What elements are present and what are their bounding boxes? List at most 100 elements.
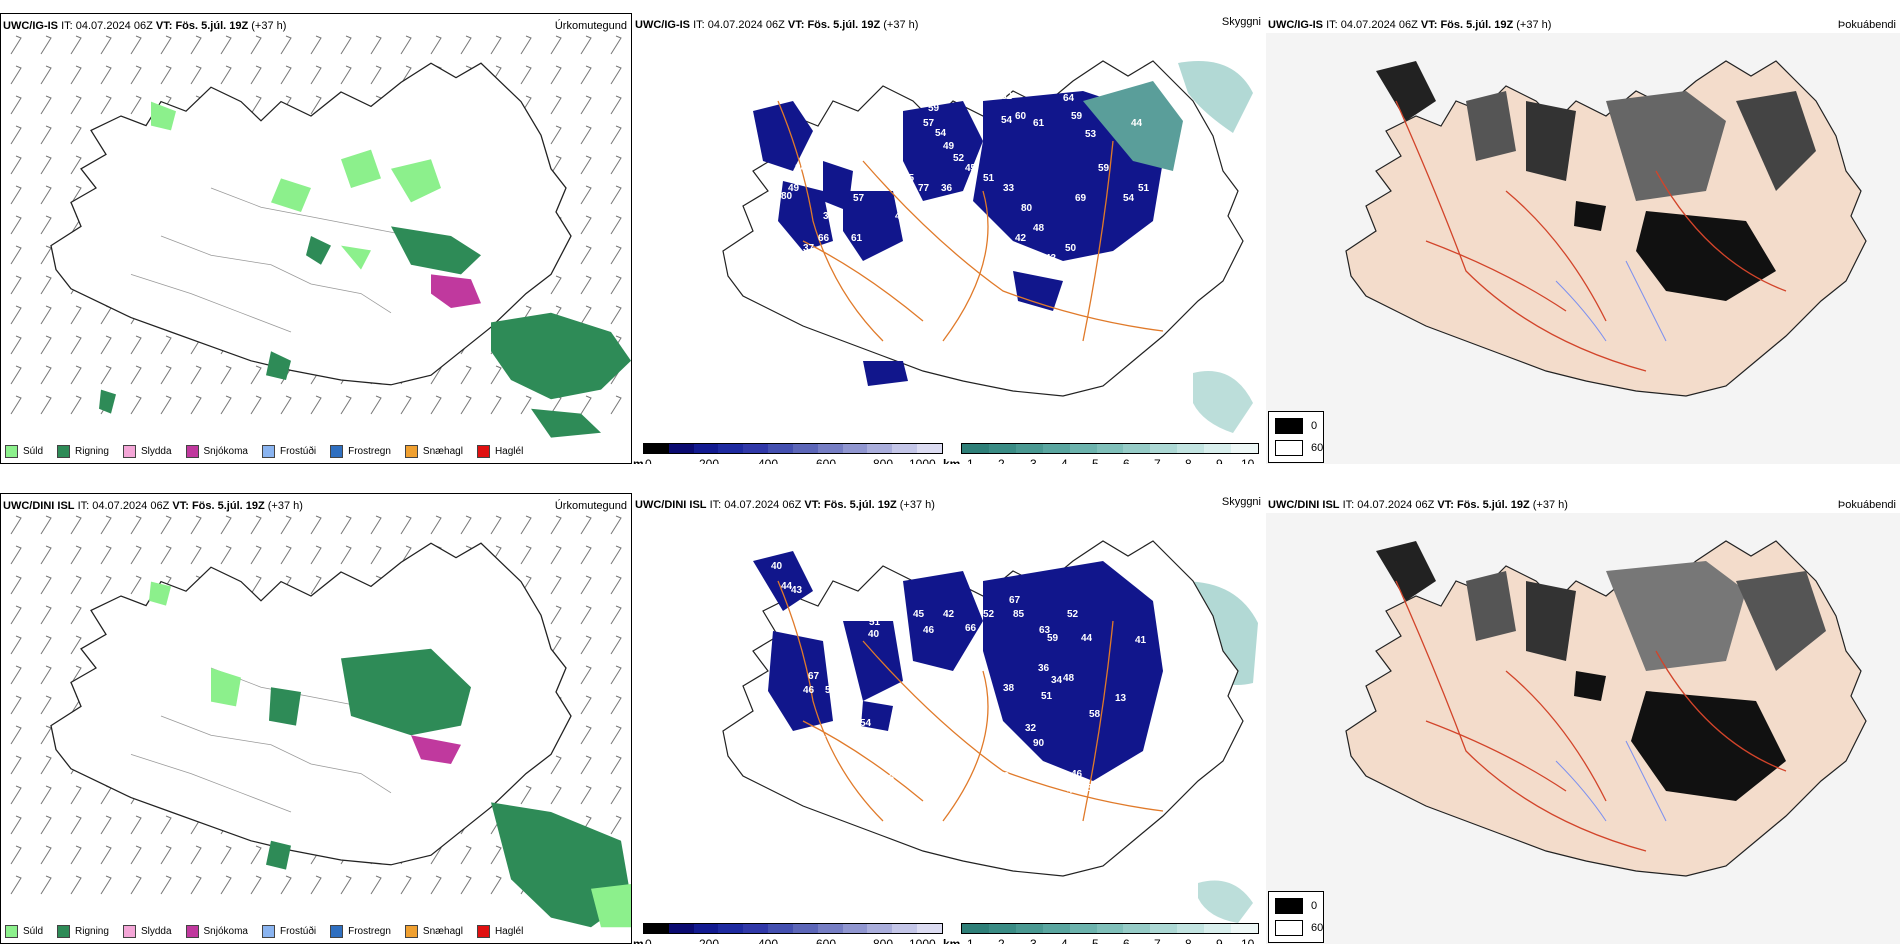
cloud-base-label: 59 — [1098, 163, 1110, 174]
wind-barb — [130, 65, 142, 85]
wind-barb — [610, 155, 622, 175]
panel-type-label: Úrkomutegund — [554, 20, 627, 32]
wind-barb — [160, 875, 172, 895]
wind-barb — [550, 575, 562, 595]
wind-barb — [70, 545, 82, 565]
panel-type-label: Úrkomutegund — [554, 500, 627, 512]
ceiling-colorbar: m 0 200 400 600 800 1000 — [633, 923, 943, 944]
cloud-base-label: 47 — [755, 85, 767, 96]
wind-barb — [250, 395, 262, 415]
cloud-base-label: 44 — [781, 581, 793, 592]
ceiling-unit: m — [633, 937, 644, 944]
cloud-base-label: 116 — [1023, 818, 1040, 829]
wind-barb — [610, 695, 622, 715]
wind-barb — [490, 845, 502, 865]
wind-barb — [250, 95, 262, 115]
wind-barb — [610, 725, 622, 745]
cloud-base-label: 150 — [1023, 311, 1040, 322]
wind-barb — [220, 365, 232, 385]
wind-barb — [190, 395, 202, 415]
cloud-base-label: 85 — [1013, 609, 1025, 620]
wind-barb — [10, 95, 22, 115]
wind-barb — [310, 95, 322, 115]
wind-barb — [40, 275, 52, 295]
wind-barb — [70, 575, 82, 595]
fog-legend: 0 60 — [1268, 891, 1324, 943]
wind-barb — [10, 725, 22, 745]
wind-barb — [310, 65, 322, 85]
wind-barb — [10, 245, 22, 265]
wind-barb — [100, 515, 112, 535]
wind-barb — [40, 215, 52, 235]
wind-barb — [100, 95, 112, 115]
panel-title: UWC/DINI ISL IT: 04.07.2024 06Z VT: Fös.… — [3, 500, 303, 512]
fog-panel-row2: UWC/DINI ISL IT: 04.07.2024 06Z VT: Fös.… — [1266, 493, 1900, 944]
wind-barb — [40, 875, 52, 895]
wind-barb — [70, 395, 82, 415]
wind-barb — [400, 545, 412, 565]
panel-type-label: Skyggni — [1221, 496, 1261, 508]
cloud-base-label: 40 — [1003, 749, 1015, 760]
wind-barb — [10, 695, 22, 715]
wind-barb — [400, 875, 412, 895]
wind-barb — [610, 95, 622, 115]
cloud-base-label: 32 — [1025, 723, 1037, 734]
cloud-base-label: 36 — [1038, 663, 1050, 674]
cloud-base-label: 53 — [1085, 129, 1097, 140]
wind-barb — [580, 575, 592, 595]
wind-barb — [100, 545, 112, 565]
legend-item-haglel: Haglél — [476, 445, 523, 458]
legend-item-snjokoma: Snjókoma — [185, 445, 248, 458]
cloud-base-label: 67 — [808, 671, 820, 682]
cloud-panel-row1: UWC/IG-IS IT: 04.07.2024 06Z VT: Fös. 5.… — [633, 13, 1265, 464]
wind-barb — [40, 785, 52, 805]
wind-barb — [70, 305, 82, 325]
wind-barb — [10, 665, 22, 685]
wind-barb — [70, 845, 82, 865]
wind-barb — [130, 815, 142, 835]
wind-barb — [10, 785, 22, 805]
cloud-base-label: 46 — [803, 685, 815, 696]
wind-barb — [250, 365, 262, 385]
wind-barb — [580, 305, 592, 325]
wind-barb — [40, 95, 52, 115]
wind-barb — [580, 665, 592, 685]
cloud-base-label: 49 — [788, 183, 800, 194]
wind-barb — [460, 365, 472, 385]
precip-map — [10, 35, 631, 438]
wind-barb — [580, 215, 592, 235]
wind-barb — [130, 365, 142, 385]
wind-barb — [100, 815, 112, 835]
cloud-base-label: 60 — [1015, 111, 1027, 122]
wind-barb — [550, 275, 562, 295]
cloud-base-label: 48 — [1063, 673, 1075, 684]
wind-barb — [220, 65, 232, 85]
wind-barb — [10, 305, 22, 325]
legend-item-frostregn: Frostregn — [330, 925, 391, 938]
cloud-base-label: 46 — [923, 625, 935, 636]
wind-barb — [610, 605, 622, 625]
cloud-base-label: 48 — [895, 211, 907, 222]
wind-barb — [520, 515, 532, 535]
wind-barb — [40, 695, 52, 715]
wind-barb — [10, 365, 22, 385]
wind-barb — [370, 395, 382, 415]
cloud-base-label: 63 — [1039, 625, 1051, 636]
wind-barb — [310, 545, 322, 565]
wind-barb — [160, 545, 172, 565]
ceiling-colorbar: m 0 200 400 600 800 1000 — [633, 443, 943, 464]
ceiling-unit: m — [633, 457, 644, 464]
cloud-base-label: 54 — [1123, 193, 1135, 204]
cloud-base-label: 515 — [1195, 653, 1212, 664]
cloud-base-label: 58 — [1083, 258, 1095, 269]
wind-barb — [610, 275, 622, 295]
wind-barb — [10, 215, 22, 235]
wind-barb — [40, 35, 52, 55]
wind-barb — [10, 155, 22, 175]
cloud-base-label: 64 — [1063, 93, 1075, 104]
cloud-base-label: 50 — [1065, 243, 1077, 254]
wind-barb — [550, 95, 562, 115]
wind-barb — [10, 275, 22, 295]
cloud-base-label: 37 — [803, 243, 815, 254]
